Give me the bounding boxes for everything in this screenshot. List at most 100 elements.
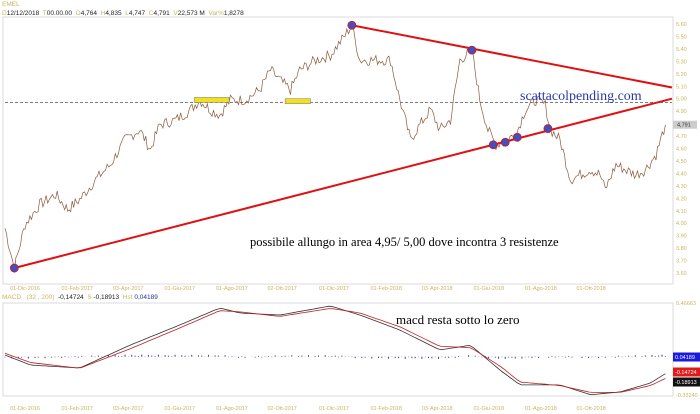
x-tick-label: 03-Apr-2018 bbox=[422, 286, 453, 292]
macd-x-tick-label: 03-Apr-2018 bbox=[422, 406, 453, 412]
signal-value-badge bbox=[673, 377, 700, 387]
y-tick-label: 5.30 bbox=[676, 59, 687, 65]
macd-x-tick-label: 01-Ago-2017 bbox=[216, 406, 248, 412]
touch-point-dot bbox=[512, 132, 522, 142]
low-value: 4,747 bbox=[128, 10, 146, 17]
macd-params: (32 , 200) bbox=[26, 294, 55, 301]
y-tick-label: 3.60 bbox=[676, 271, 687, 277]
macd-readout: MACD (32 , 200) -0,14724 S -0,18913 Hst … bbox=[2, 294, 158, 301]
x-tick-label: 01-Dic-2017 bbox=[319, 286, 349, 292]
var-value: 1,8278 bbox=[223, 10, 244, 17]
y-tick-label: 5.00 bbox=[676, 97, 687, 103]
y-tick-label: 5.50 bbox=[676, 34, 687, 40]
x-tick-label: 01-Ago-2018 bbox=[525, 286, 557, 292]
macd-panel-frame bbox=[2, 302, 674, 397]
macd-x-tick-label: 03-Apr-2017 bbox=[113, 406, 144, 412]
y-tick-label: 5.60 bbox=[676, 22, 687, 28]
macd-value: -0,14724 bbox=[58, 294, 84, 301]
y-tick-label: 5.40 bbox=[676, 47, 687, 53]
y-tick-label: 4.60 bbox=[676, 147, 687, 153]
price-line bbox=[4, 25, 666, 273]
x-tick-label: 01-Ago-2017 bbox=[216, 286, 248, 292]
high-value: 4,835 bbox=[105, 10, 122, 17]
y-tick-label: 3.70 bbox=[676, 259, 687, 265]
watermark-text: scattacolpending.com bbox=[520, 89, 642, 104]
macd-x-tick-label: 01-Giu-2018 bbox=[474, 406, 505, 412]
date-key: D bbox=[2, 10, 7, 17]
hist-value-badge bbox=[673, 352, 700, 362]
touch-point-dot bbox=[500, 137, 510, 147]
macd-x-tick-label: 01-Dic-2017 bbox=[319, 406, 349, 412]
macd-x-tick-label: 01-Feb-2017 bbox=[62, 406, 94, 412]
macd-key: MACD bbox=[2, 294, 22, 301]
open-key: O bbox=[75, 10, 81, 17]
hist-value: 0,04189 bbox=[134, 294, 158, 301]
price-annotation: possibile allungo in area 4,95/ 5,00 dov… bbox=[250, 235, 559, 249]
signal-value: -0,18913 bbox=[93, 294, 120, 301]
y-tick-label: 4.70 bbox=[676, 134, 687, 140]
macd-annotation: macd resta sotto lo zero bbox=[396, 312, 520, 327]
x-tick-label: 01-Giu-2017 bbox=[165, 286, 196, 292]
y-tick-label: 3.90 bbox=[676, 234, 687, 240]
time-key: T bbox=[42, 10, 47, 17]
touch-point-dot bbox=[543, 124, 553, 133]
touch-point-dot bbox=[467, 45, 477, 55]
y-tick-label: 4.40 bbox=[676, 171, 687, 177]
high-key: H bbox=[100, 10, 106, 17]
y-tick-label: 4.20 bbox=[676, 196, 687, 202]
close-key: C bbox=[148, 10, 154, 17]
open-value: 4,764 bbox=[80, 10, 98, 17]
y-tick-label: 4.10 bbox=[676, 209, 687, 215]
volume-value: 22,573 M bbox=[177, 10, 205, 17]
date-value: 12/12/2018 bbox=[6, 10, 40, 17]
macd-x-tick-label: 01-Ott-2018 bbox=[577, 406, 606, 412]
x-tick-label: 01-Dic-2016 bbox=[10, 286, 40, 292]
macd-x-tick-label: 01-Giu-2017 bbox=[165, 406, 196, 412]
y-tick-label: 4.90 bbox=[676, 109, 687, 115]
y-tick-label: 5.20 bbox=[676, 72, 687, 78]
macd-line bbox=[4, 305, 666, 395]
x-tick-label: 01-Giu-2018 bbox=[474, 286, 505, 292]
x-tick-label: 01-Feb-2018 bbox=[371, 286, 403, 292]
resistance-zone-marker bbox=[194, 97, 230, 103]
hist-value-badge-text: 0.04189 bbox=[675, 355, 695, 361]
close-value: 4,791 bbox=[153, 10, 170, 17]
macd-x-tick-label: 01-Dic-2016 bbox=[10, 406, 40, 412]
price-panel-frame bbox=[2, 16, 674, 285]
signal-value-badge-text: -0.18913 bbox=[675, 380, 697, 386]
x-tick-label: 01-Feb-2017 bbox=[62, 286, 94, 292]
ohlc-readout: D12/12/2018 T00.00.00 O4,764 H4,835 L4,7… bbox=[2, 10, 244, 17]
resistance-trendline bbox=[351, 24, 673, 89]
x-tick-label: 03-Apr-2017 bbox=[113, 286, 144, 292]
var-key: Var% bbox=[208, 10, 224, 17]
y-tick-label: 4.30 bbox=[676, 184, 687, 190]
macd-value-badge bbox=[673, 367, 700, 377]
support-trendline bbox=[14, 97, 673, 269]
macd-x-tick-label: 01-Ago-2018 bbox=[525, 406, 557, 412]
y-tick-label: 5.10 bbox=[676, 84, 687, 90]
macd-x-tick-label: 02-Ott-2017 bbox=[268, 406, 297, 412]
touch-point-dot bbox=[347, 20, 357, 30]
macd-x-tick-label: 01-Feb-2018 bbox=[371, 406, 403, 412]
hist-key: Hst bbox=[122, 294, 133, 301]
symbol-label: EMEL bbox=[2, 1, 20, 8]
last-price-badge bbox=[673, 120, 697, 129]
macd-value-badge-text: -0.14724 bbox=[675, 370, 697, 376]
signal-line bbox=[4, 308, 666, 393]
y-tick-label: 4.50 bbox=[676, 159, 687, 165]
macd-y-tick-label: -0.33240 bbox=[676, 393, 698, 399]
macd-y-tick-label: 0.46663 bbox=[676, 301, 696, 307]
last-price-label: 4,791 bbox=[677, 123, 691, 129]
y-tick-label: 3.80 bbox=[676, 246, 687, 252]
low-key: L bbox=[125, 10, 129, 17]
y-tick-label: 4.00 bbox=[676, 221, 687, 227]
touch-point-dot bbox=[9, 263, 19, 273]
signal-key: S bbox=[87, 294, 92, 301]
time-value: 00.00.00 bbox=[46, 10, 73, 17]
volume-key: V bbox=[173, 10, 178, 17]
touch-point-dot bbox=[488, 140, 498, 150]
x-tick-label: 02-Ott-2017 bbox=[268, 286, 297, 292]
resistance-zone-marker bbox=[284, 98, 311, 104]
x-tick-label: 01-Ott-2018 bbox=[577, 286, 606, 292]
